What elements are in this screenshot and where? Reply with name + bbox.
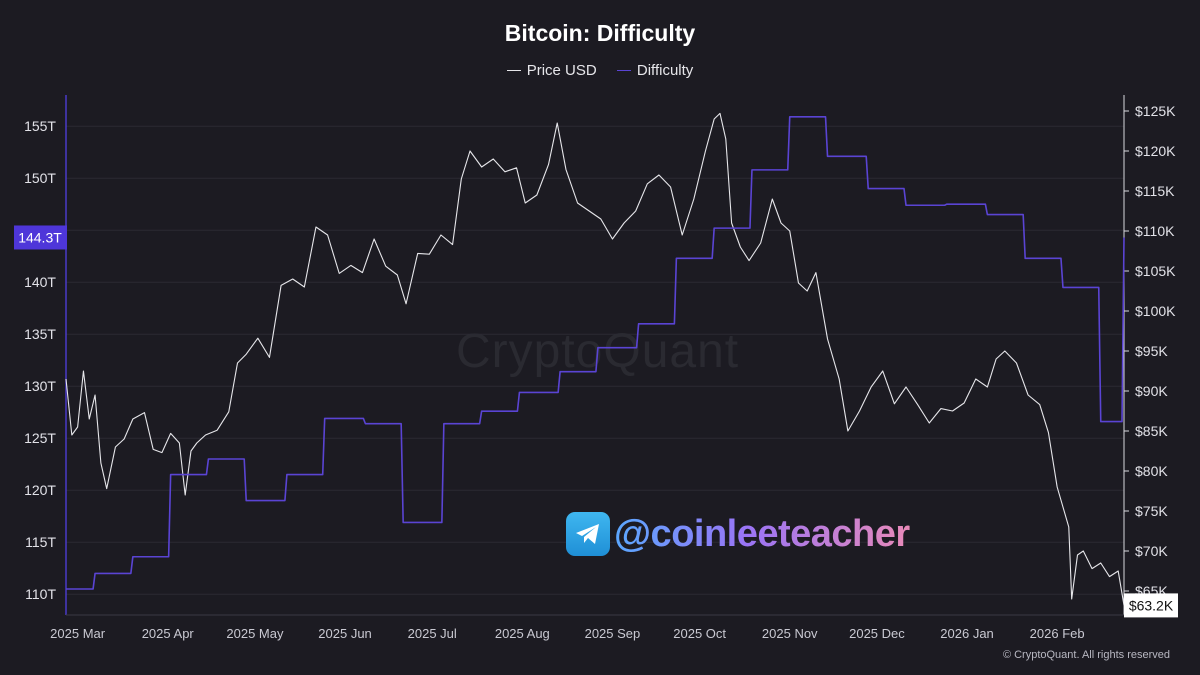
difficulty-current-badge: 144.3T xyxy=(14,225,67,250)
x-tick-label: 2025 Sep xyxy=(585,626,641,641)
right-tick-label: $125K xyxy=(1135,103,1176,119)
price-current-badge: $63.2K xyxy=(1124,593,1178,618)
right-tick-label: $100K xyxy=(1135,303,1176,319)
legend-label-price: Price USD xyxy=(526,61,597,79)
left-tick-label: 155T xyxy=(24,118,56,134)
difficulty-series-line xyxy=(66,116,1125,590)
telegram-handle: @coinleeteacher xyxy=(614,512,910,555)
right-tick-label: $115K xyxy=(1135,183,1175,199)
left-axis-ticks: 155T150T145T140T135T130T125T120T115T110T xyxy=(24,118,56,602)
left-tick-label: 130T xyxy=(24,378,56,394)
left-tick-label: 125T xyxy=(24,430,56,446)
left-tick-label: 135T xyxy=(24,326,56,342)
price-badge-text: $63.2K xyxy=(1129,597,1174,613)
legend-item-difficulty[interactable]: Difficulty xyxy=(616,61,694,79)
left-tick-label: 120T xyxy=(24,482,56,498)
grid-layer xyxy=(66,125,1124,595)
difficulty-badge-text: 144.3T xyxy=(18,229,62,245)
series-layer xyxy=(65,112,1125,606)
right-tick-label: $75K xyxy=(1135,503,1168,519)
left-tick-label: 150T xyxy=(24,170,56,186)
right-axis-ticks: $125K $120K $115K $110K $105K $100K $95K $90K $8… xyxy=(1124,103,1176,599)
x-tick-label: 2026 Feb xyxy=(1030,626,1085,641)
legend-swatch-difficulty xyxy=(616,69,631,71)
chart-legend: Price USD Difficulty xyxy=(0,58,1200,79)
chart-title: Bitcoin: Difficulty xyxy=(504,20,696,46)
left-tick-label: 110T xyxy=(25,586,56,602)
right-tick-label: $110K xyxy=(1135,223,1175,239)
left-tick-label: 115T xyxy=(25,534,56,550)
right-tick-label: $95K xyxy=(1135,343,1168,359)
legend-item-price[interactable]: Price USD xyxy=(506,61,597,79)
x-tick-label: 2025 Jun xyxy=(318,626,372,641)
x-tick-label: 2025 Aug xyxy=(495,626,550,641)
legend-label-difficulty: Difficulty xyxy=(636,61,694,79)
left-tick-label: 140T xyxy=(24,274,56,290)
telegram-icon xyxy=(566,512,610,556)
copyright-notice: © CryptoQuant. All rights reserved xyxy=(1002,649,1170,661)
right-tick-label: $105K xyxy=(1135,263,1176,279)
x-axis-ticks: 2025 Mar 2025 Apr 2025 May 2025 Jun 2025 Jul… xyxy=(50,626,1084,641)
right-tick-label: $85K xyxy=(1135,423,1168,439)
x-tick-label: 2025 Dec xyxy=(849,626,905,641)
right-tick-label: $120K xyxy=(1135,143,1176,159)
x-tick-label: 2026 Jan xyxy=(940,626,994,641)
right-tick-label: $80K xyxy=(1135,463,1168,479)
legend-swatch-price xyxy=(506,69,521,71)
x-tick-label: 2025 Apr xyxy=(142,626,195,641)
x-tick-label: 2025 May xyxy=(226,626,284,641)
right-tick-label: $70K xyxy=(1135,543,1168,559)
telegram-watermark: @coinleeteacher xyxy=(566,512,910,556)
x-tick-label: 2025 Oct xyxy=(673,626,726,641)
price-badge-box xyxy=(1124,593,1178,618)
x-tick-label: 2025 Mar xyxy=(50,626,106,641)
x-tick-label: 2025 Nov xyxy=(762,626,818,641)
right-tick-label: $90K xyxy=(1135,383,1168,399)
x-tick-label: 2025 Jul xyxy=(408,626,457,641)
difficulty-badge-box xyxy=(14,225,67,250)
price-series-line xyxy=(65,112,1125,606)
